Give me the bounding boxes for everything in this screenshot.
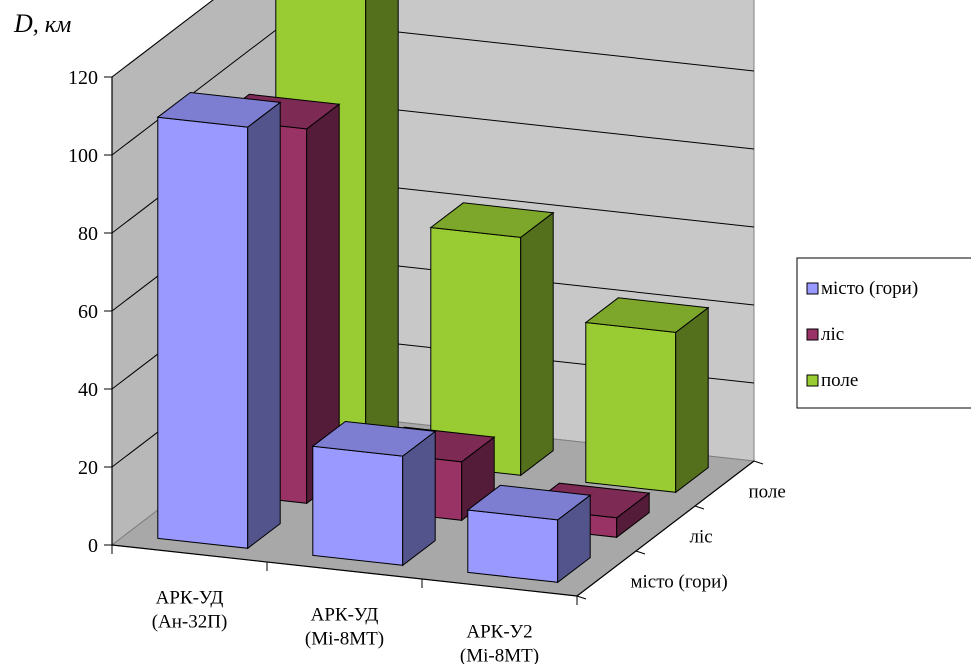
bar-top-face <box>311 420 437 457</box>
y-tick-label: 60 <box>78 301 98 323</box>
bar-side-face <box>365 0 399 460</box>
legend-item: ліс <box>806 324 844 345</box>
y-axis-title-letter: D <box>13 9 33 38</box>
x-tick-label: АРК-УД (Мі-8МТ) <box>305 605 384 650</box>
bar-1-1 <box>156 91 282 550</box>
y-tick-label: 0 <box>88 535 98 557</box>
depth-tick-label: поле <box>749 482 786 503</box>
bar-side-face <box>520 211 554 477</box>
bar-top-face <box>156 91 282 128</box>
bar-front-face <box>467 509 559 583</box>
legend-label: місто (гори) <box>821 278 918 299</box>
y-tick-label: 100 <box>68 145 98 167</box>
bar-front-face <box>157 116 249 549</box>
y-axis-title: D, км <box>13 9 71 38</box>
legend-label: поле <box>821 370 858 391</box>
y-tick-label: 20 <box>78 457 98 479</box>
legend-swatch <box>806 328 819 341</box>
legend: місто (гори) ліс поле <box>796 257 971 409</box>
legend-swatch <box>806 374 819 387</box>
legend-item: місто (гори) <box>806 278 918 299</box>
y-tick-label: 80 <box>78 223 98 245</box>
depth-tick-label: ліс <box>690 527 713 548</box>
depth-tick-mark <box>694 505 705 510</box>
x-tick-label: АРК-УД (Ан-32П) <box>152 588 228 633</box>
legend-box <box>796 257 971 409</box>
depth-tick-mark <box>753 460 764 465</box>
bar-1-2 <box>311 420 437 567</box>
bar-top-face <box>429 202 555 238</box>
y-tick-label: 120 <box>68 67 98 89</box>
y-axis-title-unit: , км <box>33 12 72 38</box>
legend-item: поле <box>806 370 858 391</box>
chart-axes: 0 20 40 60 80 100 120 АРК-УД (Ан-32П) АРК-УД (Мі-8… <box>68 67 786 664</box>
chart-bars <box>156 0 710 584</box>
bar-front-face <box>312 445 404 566</box>
x-tick-label: АРК-У2 (Мі-8МТ) <box>460 622 539 664</box>
depth-tick-label: місто (гори) <box>631 572 728 593</box>
x-axis-line <box>111 544 578 597</box>
gridline <box>111 0 214 78</box>
depth-tick-mark <box>576 595 587 600</box>
depth-tick-mark <box>635 550 646 555</box>
bar-front-face <box>585 321 677 493</box>
y-tick-label: 40 <box>78 379 98 401</box>
bar-1-3 <box>466 484 592 584</box>
legend-label: ліс <box>821 324 844 345</box>
depth-axis-line <box>576 460 755 597</box>
legend-swatch <box>806 282 819 295</box>
bar-side-face <box>675 306 709 494</box>
bar-top-face <box>584 297 710 333</box>
bar-top-face <box>466 484 592 521</box>
bar-3-2 <box>429 202 555 477</box>
bar-3-3 <box>584 297 710 494</box>
bar-side-face <box>247 101 281 550</box>
